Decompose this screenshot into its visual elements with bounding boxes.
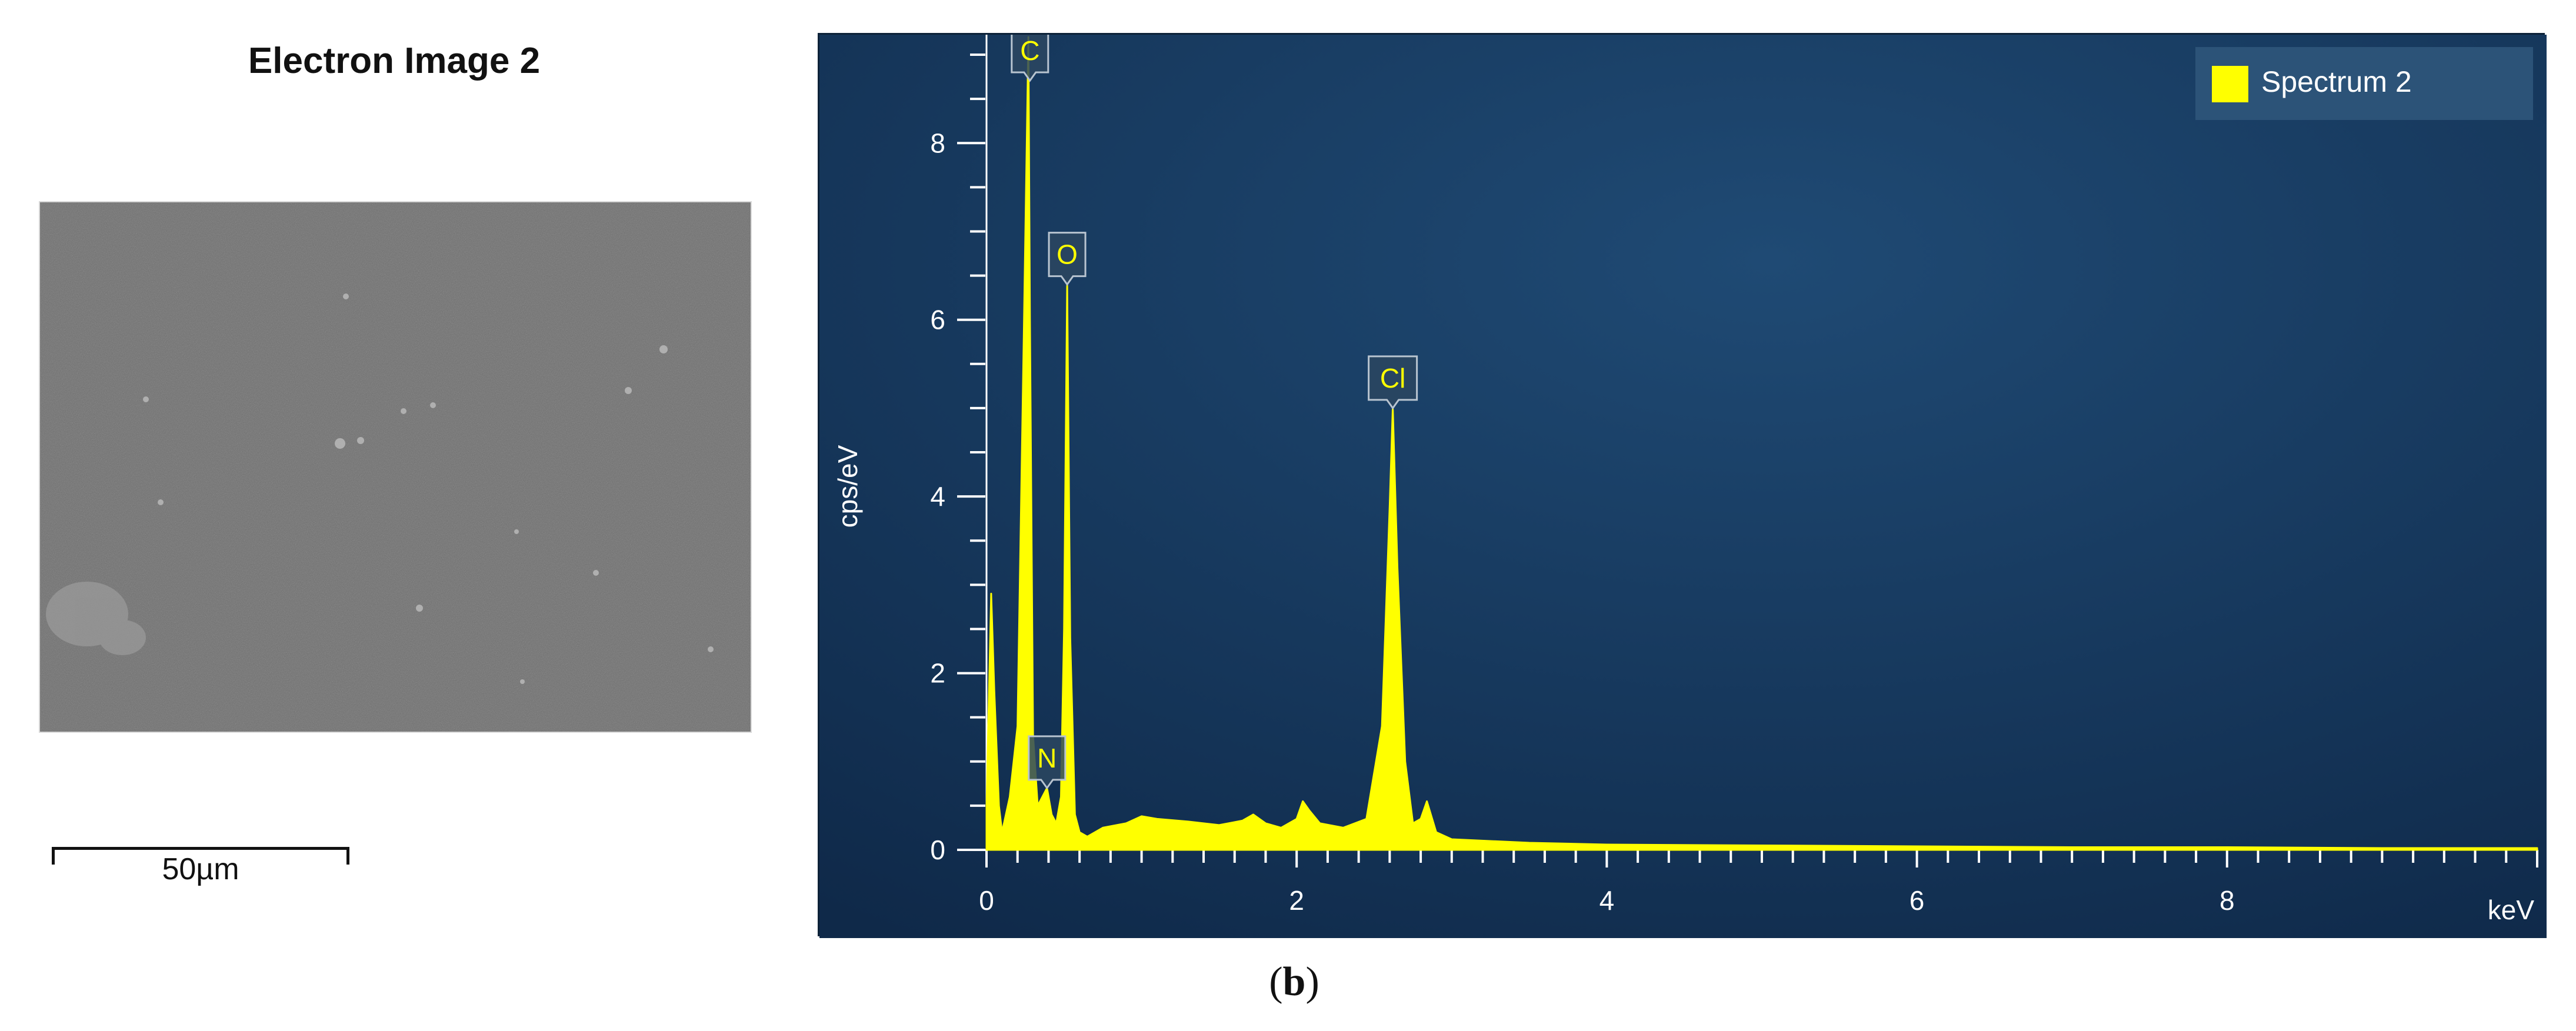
scale-bar — [52, 847, 349, 865]
peak-label: Cl — [1380, 363, 1405, 393]
spectrum-area — [985, 36, 2538, 851]
callout-box — [1011, 35, 1049, 82]
peak-label: N — [1037, 743, 1057, 773]
peak-callout: Cl — [1368, 355, 1418, 410]
callout-box — [1368, 355, 1418, 410]
x-tick-label: 8 — [2220, 885, 2235, 916]
y-axis-label: cps/eV — [832, 445, 863, 528]
callout-box — [1048, 232, 1087, 286]
y-tick-label: 0 — [930, 835, 945, 865]
x-tick-label: 6 — [1909, 885, 1925, 916]
y-axis: 0 2 4 6 8 — [930, 35, 988, 865]
spectrum-chart: 0 2 4 6 8 0 2 4 6 8 C O N Cl cps/eV keV — [818, 33, 2547, 938]
panel-label-open: ( — [1269, 959, 1283, 1005]
y-tick-label: 2 — [930, 658, 945, 689]
y-tick-label: 4 — [930, 481, 945, 512]
panel-label-letter: b — [1282, 959, 1306, 1005]
sem-micrograph — [39, 201, 752, 733]
y-tick-label: 6 — [930, 305, 945, 335]
x-tick-label: 0 — [979, 885, 994, 916]
legend-swatch — [2212, 66, 2248, 102]
x-axis-label: keV — [2488, 895, 2535, 925]
sem-texture — [40, 202, 751, 732]
scale-bar-label: 50µm — [162, 852, 239, 886]
legend-label: Spectrum 2 — [2261, 65, 2412, 98]
peak-annotations: C O N Cl — [1011, 35, 1418, 790]
x-tick-label: 4 — [1599, 885, 1615, 916]
chart-background — [819, 35, 2547, 938]
spectrum-series — [985, 36, 2538, 851]
spectrum-plot-area: 0 2 4 6 8 0 2 4 6 8 C O N Cl cps/eV keV — [819, 35, 2547, 938]
peak-callout: N — [1028, 735, 1067, 790]
y-tick-label: 8 — [930, 128, 945, 158]
peak-label: O — [1057, 239, 1078, 270]
x-tick-label: 2 — [1289, 885, 1304, 916]
peak-label: C — [1020, 35, 1039, 66]
callout-box — [1028, 735, 1067, 790]
electron-image-title: Electron Image 2 — [248, 41, 541, 81]
legend: Spectrum 2 — [2195, 47, 2533, 120]
peak-callout: C — [1011, 35, 1049, 82]
panel-label-close: ) — [1305, 959, 1319, 1005]
panel-label: (b) — [1235, 959, 1353, 1006]
peak-callout: O — [1048, 232, 1087, 286]
